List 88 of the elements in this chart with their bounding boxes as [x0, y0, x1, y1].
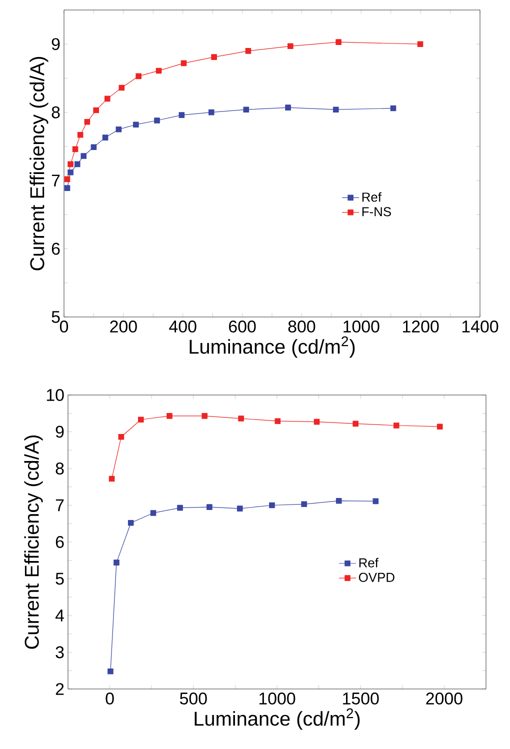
- x-tick-label: 2000: [426, 692, 462, 705]
- point: [352, 420, 358, 427]
- point: [177, 504, 183, 511]
- point: [128, 520, 134, 526]
- legend-label: Ref: [362, 192, 382, 202]
- point: [301, 501, 307, 508]
- point: [133, 122, 139, 128]
- point: [180, 60, 187, 66]
- y-tick-label: 9: [52, 38, 60, 50]
- point: [93, 107, 99, 114]
- legend-label: F-NS: [362, 207, 391, 216]
- point: [393, 422, 400, 428]
- point: [80, 153, 87, 159]
- point: [336, 39, 342, 45]
- point: [436, 424, 443, 430]
- point: [68, 169, 74, 176]
- point: [136, 73, 142, 80]
- y-tick-label: 6: [56, 536, 64, 548]
- point: [288, 43, 294, 50]
- point: [90, 144, 97, 150]
- x-tick-label: 400: [169, 320, 196, 333]
- x-tick-label: 1400: [462, 320, 498, 333]
- y-axis-title: Current Efficiency (cd/A): [30, 56, 48, 270]
- point: [274, 418, 281, 424]
- x-tick-label: 1000: [344, 320, 380, 333]
- point: [390, 105, 396, 112]
- point: [154, 118, 160, 124]
- legend-label: Ref: [359, 558, 378, 568]
- point: [166, 413, 172, 419]
- x-tick-label: 0: [60, 320, 68, 333]
- point: [84, 118, 90, 125]
- point: [372, 498, 379, 504]
- point: [202, 413, 208, 419]
- point: [116, 126, 122, 132]
- point: [156, 68, 162, 74]
- point: [178, 112, 185, 118]
- x-tick-label: 1200: [403, 320, 439, 333]
- point: [208, 109, 214, 116]
- y-tick-label: 9: [56, 426, 64, 438]
- point: [332, 106, 339, 112]
- x-tick-label: 200: [110, 320, 137, 333]
- point: [243, 106, 250, 112]
- x-tick-label: 800: [288, 320, 316, 333]
- y-tick-label: 5: [52, 311, 60, 323]
- y-tick-label: 3: [56, 646, 64, 658]
- x-axis-title: Luminance (cd/m$^{2}$): [194, 708, 360, 730]
- y-tick-label: 2: [56, 683, 64, 695]
- point: [102, 134, 108, 140]
- point: [245, 48, 252, 54]
- point: [64, 185, 70, 191]
- point: [206, 504, 212, 510]
- y-tick-label: 6: [52, 242, 60, 255]
- point: [138, 416, 144, 423]
- point: [336, 498, 342, 504]
- point: [269, 502, 275, 508]
- point: [104, 96, 110, 102]
- x-tick-label: 600: [229, 320, 256, 333]
- point: [74, 161, 80, 168]
- point: [238, 416, 244, 422]
- x-tick-label: 0: [106, 692, 114, 705]
- point: [64, 176, 70, 182]
- point: [77, 132, 84, 138]
- legend-label: OVPD: [358, 572, 394, 582]
- point: [108, 476, 115, 482]
- point: [417, 41, 424, 48]
- x-tick-label: 1000: [259, 692, 296, 705]
- point: [114, 560, 120, 566]
- x-axis-title: Luminance (cd/m$^{2}$): [190, 336, 355, 358]
- point: [68, 161, 74, 168]
- y-tick-label: 8: [52, 106, 60, 118]
- point: [118, 84, 125, 91]
- y-tick-label: 7: [56, 499, 64, 512]
- point: [72, 146, 78, 152]
- point: [118, 434, 124, 440]
- y-tick-label: 8: [56, 462, 64, 474]
- y-tick-label: 7: [52, 174, 60, 186]
- point: [150, 510, 156, 516]
- y-tick-label: 4: [55, 610, 64, 622]
- x-tick-label: 1500: [343, 692, 379, 705]
- y-axis-title: Current Efficiency (cd/A): [24, 435, 43, 649]
- x-tick-label: 500: [180, 692, 207, 705]
- point: [236, 506, 243, 512]
- y-tick-label: 10: [46, 389, 64, 402]
- point: [108, 668, 114, 674]
- point: [211, 54, 217, 60]
- point: [314, 418, 320, 425]
- point: [285, 104, 291, 110]
- y-tick-label: 5: [56, 572, 64, 585]
